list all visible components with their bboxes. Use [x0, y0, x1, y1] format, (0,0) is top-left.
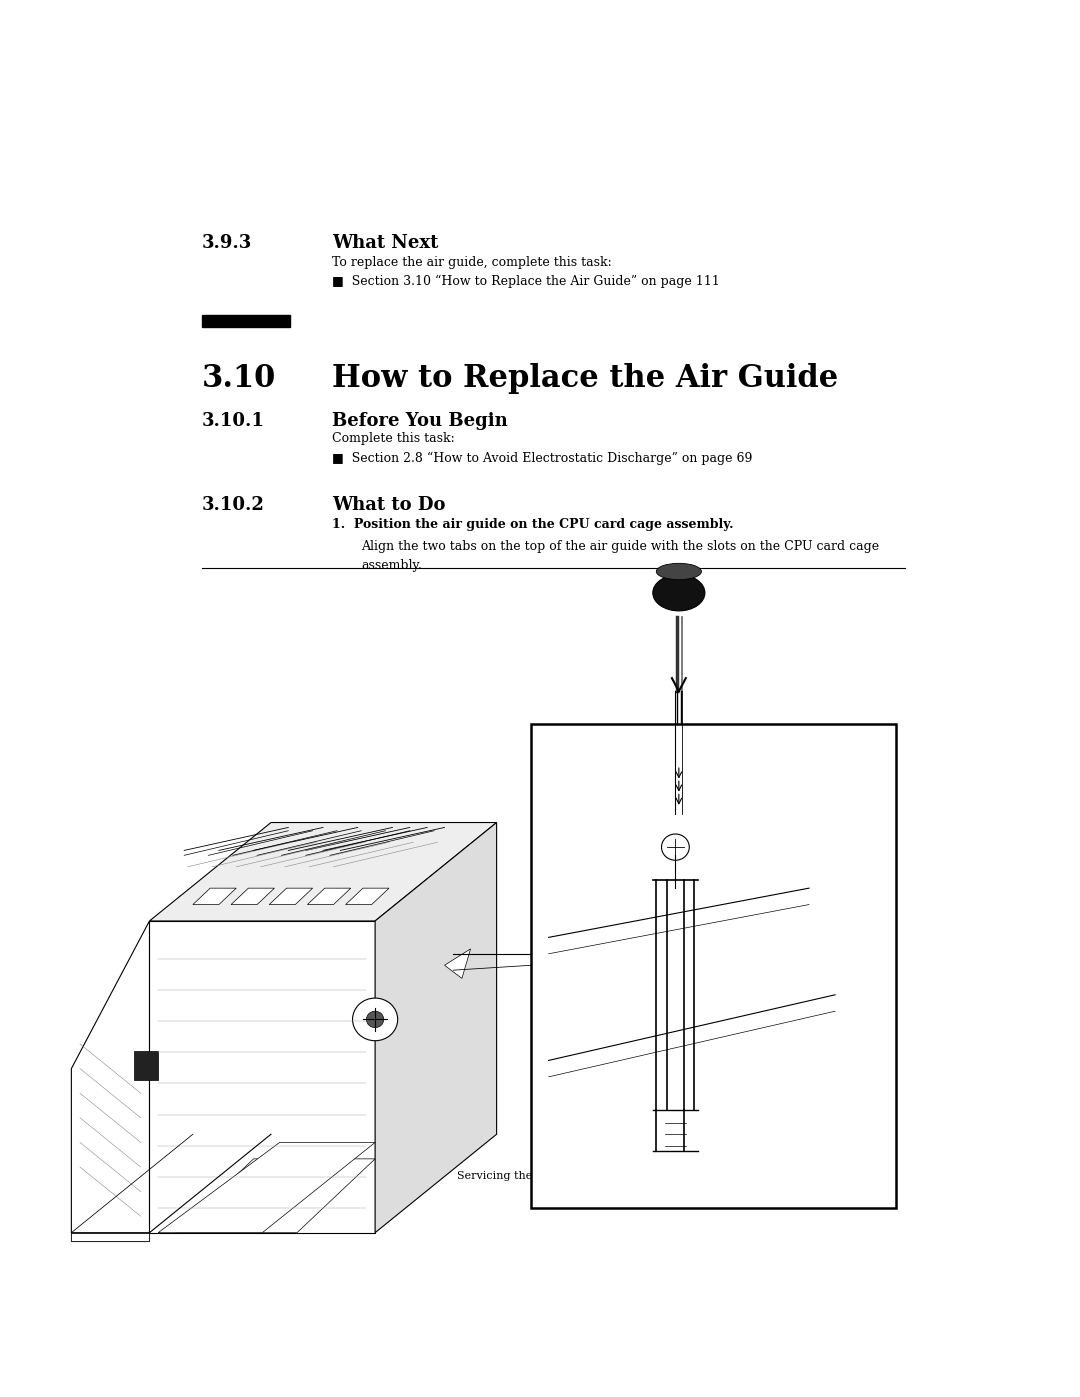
Text: 3.10.2: 3.10.2 — [202, 496, 265, 514]
Ellipse shape — [657, 563, 701, 580]
Text: 3.10: 3.10 — [202, 363, 276, 394]
Text: assembly.: assembly. — [361, 559, 422, 573]
Text: How to Replace the Air Guide: How to Replace the Air Guide — [332, 363, 838, 394]
Bar — [134, 1051, 158, 1080]
Polygon shape — [71, 921, 149, 1232]
Text: What Next: What Next — [332, 235, 438, 253]
Text: Before You Begin: Before You Begin — [332, 412, 508, 430]
Circle shape — [352, 997, 397, 1041]
Polygon shape — [269, 888, 312, 905]
Polygon shape — [149, 823, 497, 921]
Polygon shape — [158, 1143, 375, 1232]
Circle shape — [661, 834, 689, 861]
Polygon shape — [231, 888, 274, 905]
Text: 3.9.3: 3.9.3 — [202, 235, 253, 253]
Polygon shape — [71, 1232, 149, 1241]
Polygon shape — [346, 888, 389, 905]
Ellipse shape — [652, 574, 705, 610]
Text: Complete this task:: Complete this task: — [332, 432, 455, 446]
Text: Align the two tabs on the top of the air guide with the slots on the CPU card ca: Align the two tabs on the top of the air… — [361, 539, 879, 553]
Text: 3.10.1: 3.10.1 — [202, 412, 265, 430]
Text: ■  Section 3.10 “How to Replace the Air Guide” on page 111: ■ Section 3.10 “How to Replace the Air G… — [332, 275, 719, 288]
Text: ■  Section 2.8 “How to Avoid Electrostatic Discharge” on page 69: ■ Section 2.8 “How to Avoid Electrostati… — [332, 451, 752, 465]
Polygon shape — [149, 921, 375, 1232]
Text: To replace the air guide, complete this task:: To replace the air guide, complete this … — [332, 256, 611, 268]
Text: 111: 111 — [744, 1168, 771, 1180]
Polygon shape — [308, 888, 351, 905]
Circle shape — [366, 1011, 383, 1028]
Polygon shape — [193, 888, 237, 905]
Bar — [531, 724, 895, 1208]
Bar — [202, 314, 289, 327]
Polygon shape — [71, 1232, 149, 1241]
Text: 1.  Position the air guide on the CPU card cage assembly.: 1. Position the air guide on the CPU car… — [332, 518, 733, 531]
Polygon shape — [445, 949, 471, 978]
Text: What to Do: What to Do — [332, 496, 445, 514]
Polygon shape — [375, 823, 497, 1232]
Text: Servicing the Main Logic Board and Components: Servicing the Main Logic Board and Compo… — [457, 1171, 735, 1180]
Polygon shape — [175, 1160, 375, 1232]
